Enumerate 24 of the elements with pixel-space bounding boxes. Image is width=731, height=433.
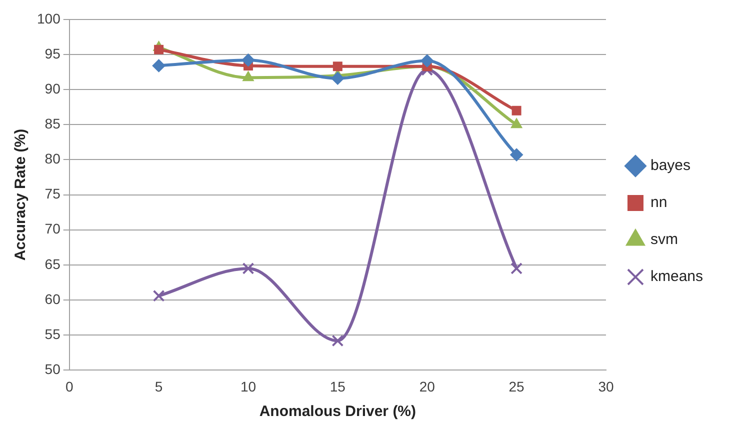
legend-label: bayes	[650, 157, 691, 174]
x-tick-label: 30	[598, 378, 614, 394]
y-tick-label: 55	[44, 326, 61, 342]
y-tick-label: 65	[44, 256, 61, 272]
y-axis-title: Accuracy Rate (%)	[12, 128, 30, 261]
y-tick-label: 70	[44, 220, 61, 237]
legend-label: kmeans	[650, 268, 704, 286]
y-tick-label: 60	[44, 290, 61, 307]
x-tick-label: 0	[65, 378, 74, 394]
y-tick-label: 95	[44, 45, 61, 62]
legend-label: nn	[650, 194, 668, 212]
y-tick-label: 85	[44, 116, 61, 132]
y-tick-label: 90	[44, 80, 61, 96]
legend-label: svm	[650, 231, 678, 248]
y-tick-label: 80	[44, 150, 61, 167]
x-tick-label: 5	[154, 378, 163, 394]
x-tick-label: 25	[508, 378, 525, 394]
x-tick-label: 10	[240, 378, 256, 394]
x-tick-label: 15	[330, 378, 346, 394]
y-tick-label: 75	[44, 186, 61, 202]
y-tick-label: 100	[37, 10, 61, 26]
x-axis-title: Anomalous Driver (%)	[259, 403, 416, 420]
y-tick-label: 50	[44, 361, 61, 378]
x-tick-label: 20	[419, 378, 436, 394]
